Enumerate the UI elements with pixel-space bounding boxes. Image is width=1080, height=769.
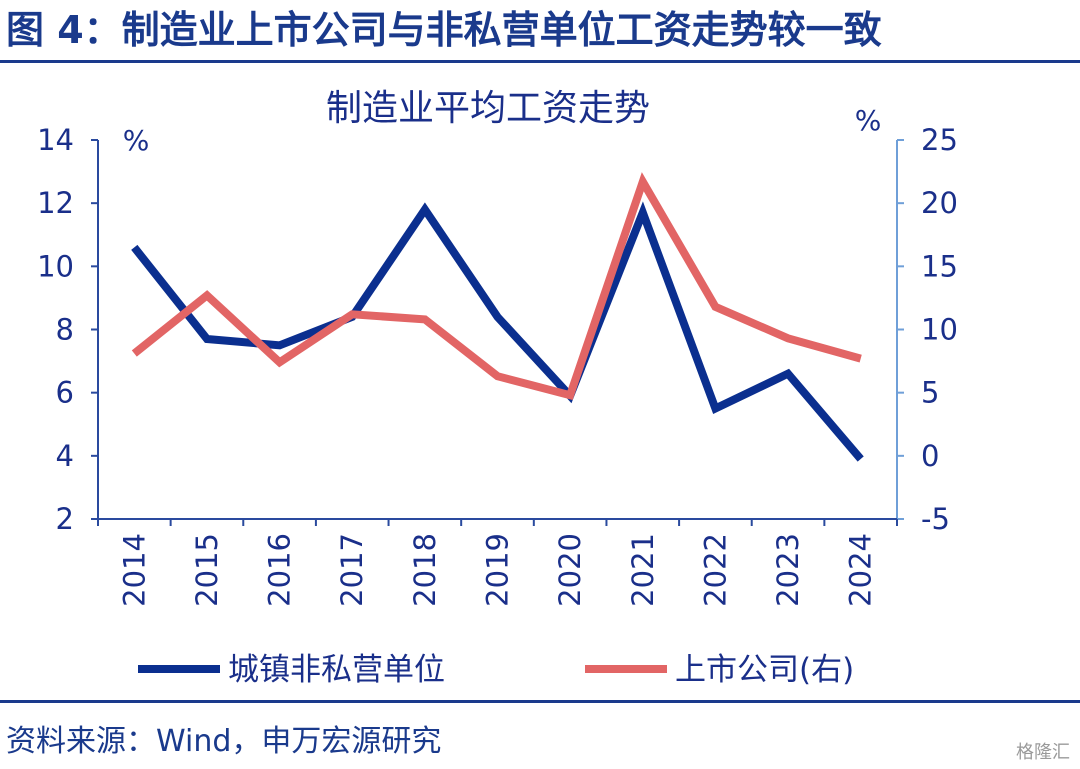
- chart-title: 制造业平均工资走势: [326, 88, 650, 129]
- line-chart: 制造业平均工资走势 % % 2 4 6 8 10 12 14 -5 0 5 10 15 20 25 2014…: [37, 88, 958, 688]
- right-tick-label: 20: [921, 186, 958, 220]
- x-tick-label: 2019: [481, 533, 515, 607]
- x-tick-label: 2014: [117, 533, 151, 607]
- series-1-point: [352, 314, 353, 315]
- legend-label-1: 上市公司(右): [675, 652, 854, 688]
- x-tick-label: 2021: [626, 533, 660, 607]
- series-1-point: [279, 362, 280, 363]
- right-tick-label: -5: [921, 502, 950, 536]
- left-tick-label: 4: [56, 439, 74, 473]
- x-tick-label: 2018: [408, 533, 442, 607]
- left-tick-label: 10: [37, 249, 74, 283]
- series-0-point: [134, 247, 135, 248]
- right-tick-label: 0: [921, 439, 939, 473]
- right-tick-label: 15: [921, 249, 958, 283]
- series-1-point: [788, 338, 789, 339]
- series-1-point: [715, 306, 716, 307]
- x-tick-label: 2016: [263, 533, 297, 607]
- right-axis-unit: %: [855, 104, 882, 137]
- series-0-point: [642, 212, 643, 213]
- left-tick-label: 8: [56, 313, 74, 347]
- series-1-point: [642, 181, 643, 182]
- series-1-point: [134, 353, 135, 354]
- series-1-point: [860, 358, 861, 359]
- left-tick-label: 12: [37, 186, 74, 220]
- series-1-point: [570, 395, 571, 396]
- series-0-point: [860, 458, 861, 459]
- x-tick-label: 2024: [844, 533, 878, 607]
- series-0-point: [279, 345, 280, 346]
- title-divider: [0, 60, 1080, 63]
- x-tick-label: 2015: [190, 533, 224, 607]
- left-tick-label: 14: [37, 123, 74, 157]
- x-tick-label: 2022: [698, 533, 732, 607]
- left-tick-label: 6: [56, 376, 74, 410]
- x-tick-label: 2020: [553, 533, 587, 607]
- series-1-point: [206, 295, 207, 296]
- footer-divider: [0, 700, 1080, 703]
- series-0-point: [497, 316, 498, 317]
- right-tick-label: 10: [921, 313, 958, 347]
- series-1-point: [497, 376, 498, 377]
- series-1-point: [424, 319, 425, 320]
- figure-title: 图 4：制造业上市公司与非私营单位工资走势较一致: [6, 8, 882, 52]
- left-tick-label: 2: [56, 502, 74, 536]
- x-tick-label: 2023: [771, 533, 805, 607]
- series-0-point: [715, 408, 716, 409]
- series-0-point: [424, 209, 425, 210]
- source-note: 资料来源：Wind，申万宏源研究: [6, 724, 442, 759]
- series-0-point: [788, 373, 789, 374]
- right-tick-label: 5: [921, 376, 939, 410]
- watermark-logo: 格隆汇: [1016, 742, 1070, 763]
- series-line-1: [131, 172, 862, 401]
- legend-label-0: 城镇非私营单位: [228, 652, 445, 688]
- right-tick-label: 25: [921, 123, 958, 157]
- series-0-point: [206, 338, 207, 339]
- left-axis-unit: %: [123, 124, 150, 157]
- x-tick-label: 2017: [335, 533, 369, 607]
